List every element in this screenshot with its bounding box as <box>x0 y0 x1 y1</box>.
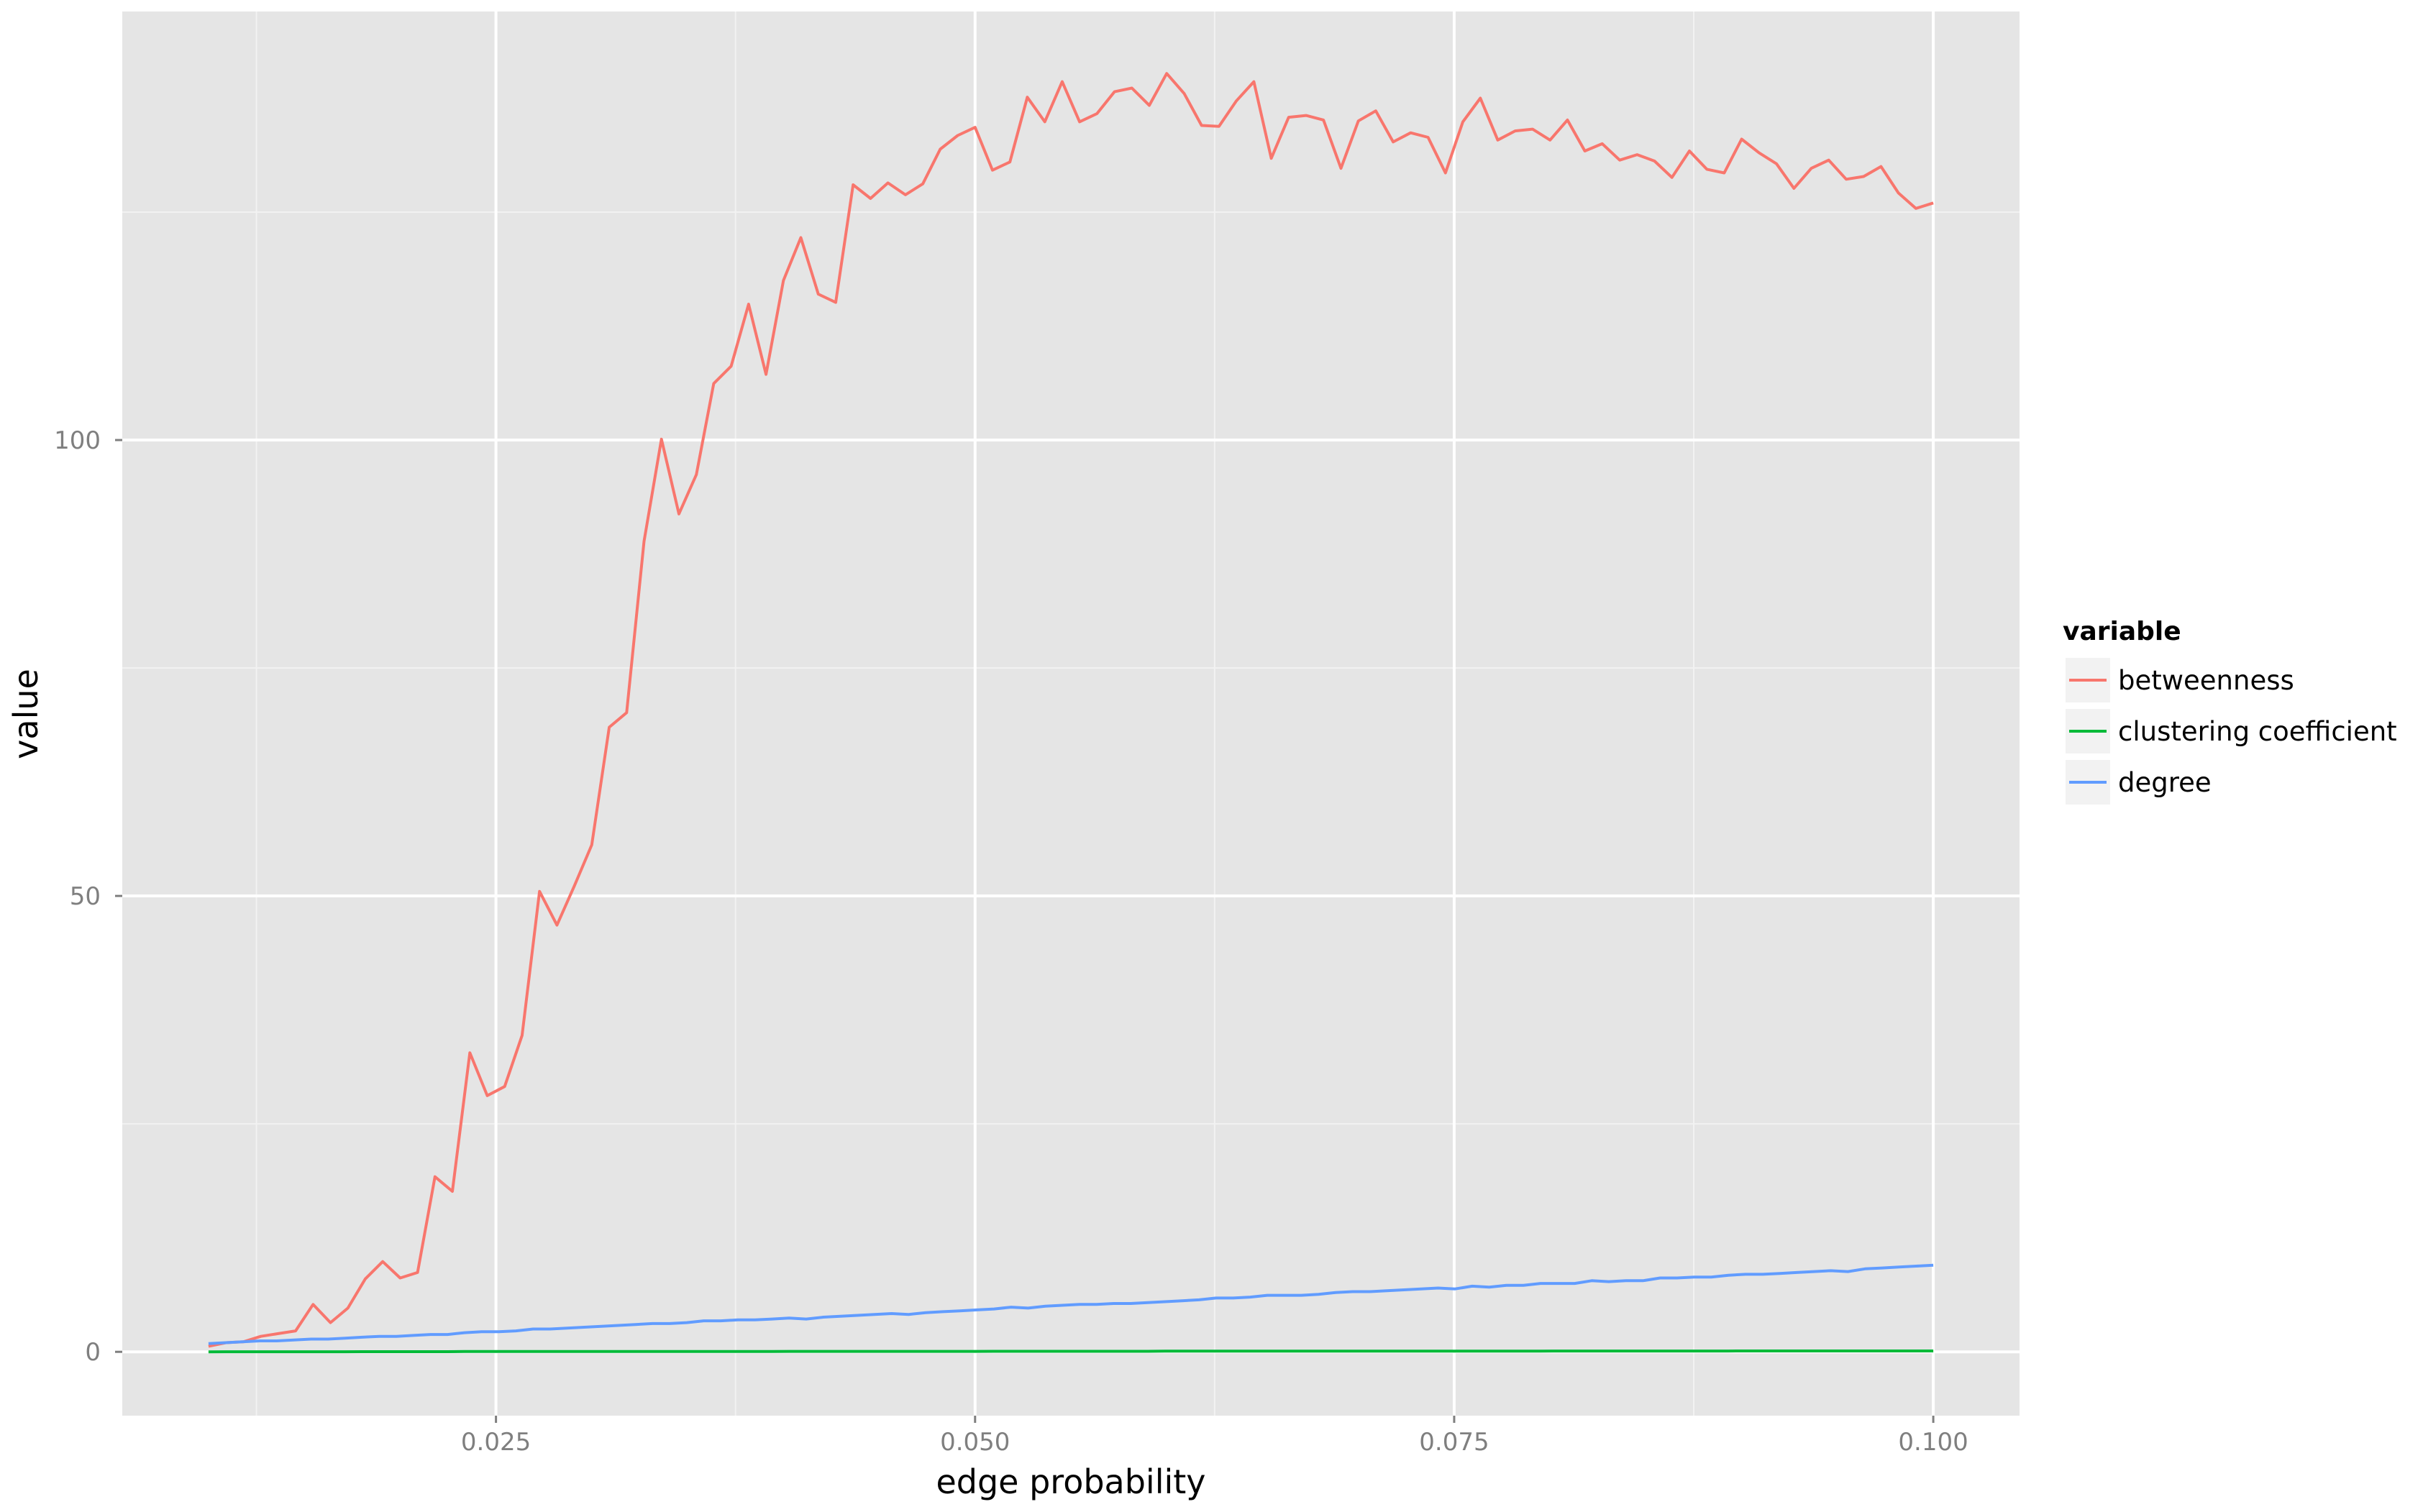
y-tick-label: 100 <box>54 426 101 455</box>
legend-title: variable <box>2063 617 2181 646</box>
y-axis-title: value <box>6 669 45 759</box>
x-tick-label: 0.075 <box>1419 1428 1489 1457</box>
y-axis-ticks: 0 50 100 <box>54 426 122 1367</box>
series-line-betweenness <box>208 72 1934 1348</box>
legend: variable betweenness clustering coefficie… <box>2063 617 2397 806</box>
minor-gridlines <box>122 12 2020 1416</box>
x-tick-label: 0.100 <box>1898 1428 1968 1457</box>
series-line-clustering-coefficient <box>208 1350 1934 1354</box>
y-tick-label: 0 <box>85 1338 101 1367</box>
x-axis-ticks: 0.025 0.050 0.075 0.100 <box>461 1416 1968 1457</box>
legend-label-clustering-coefficient: clustering coefficient <box>2118 716 2397 747</box>
plot-panel <box>122 12 2020 1416</box>
series-line-degree <box>208 1263 1934 1345</box>
legend-label-betweenness: betweenness <box>2118 665 2294 696</box>
x-tick-label: 0.025 <box>461 1428 531 1457</box>
x-tick-label: 0.050 <box>940 1428 1010 1457</box>
y-tick-label: 50 <box>70 882 101 911</box>
series-lines <box>208 72 1934 1354</box>
legend-label-degree: degree <box>2118 767 2212 798</box>
x-axis-title: edge probability <box>936 1462 1205 1501</box>
